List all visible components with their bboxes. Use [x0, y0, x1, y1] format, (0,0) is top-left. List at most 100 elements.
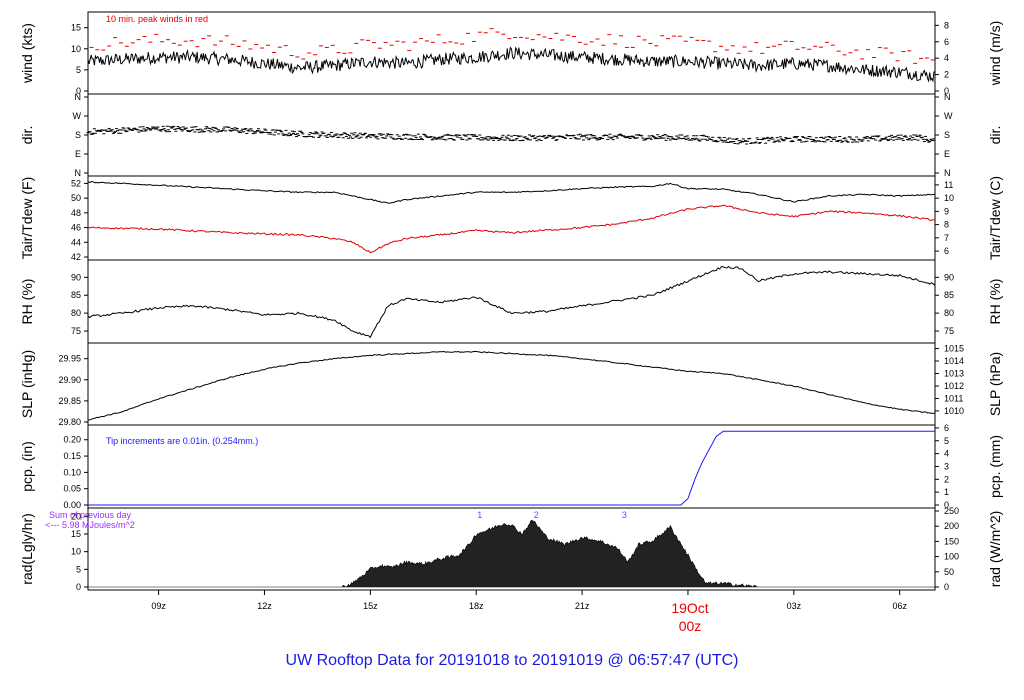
left-tick-label: 52: [71, 178, 81, 188]
right-axis-label: rad (W/m^2): [987, 511, 1003, 588]
right-tick-label: 11: [944, 180, 953, 190]
left-tick-label: 75: [71, 326, 81, 336]
right-tick-label: 0: [944, 582, 949, 592]
panel-pcp: 0.00 0.05 0.10 0.15 0.20 0 1 2 3 4 5 6 pcp. (in) pcp.…: [19, 423, 1003, 510]
right-tick-label: 5: [944, 436, 949, 446]
series-line: [87, 350, 936, 421]
left-tick-label: 20: [71, 511, 81, 521]
panel-slp: 29.80 29.85 29.90 29.95 1010 1011 1012 1013 1014…: [19, 342, 1003, 427]
left-tick-label: 50: [71, 193, 81, 203]
left-tick-label: 0: [76, 582, 81, 592]
x-tick-label: 12z: [257, 601, 272, 611]
left-tick-label: 29.90: [58, 375, 81, 385]
radiation-marker: 1: [477, 510, 482, 520]
left-tick-label: 42: [71, 252, 81, 262]
right-axis-label: wind (m/s): [987, 21, 1003, 87]
x-tick-label: 06z: [892, 601, 907, 611]
right-tick-label: 0: [944, 86, 949, 96]
date-marker-hour: 00z: [679, 618, 702, 634]
right-tick-label: 9: [944, 206, 949, 216]
series-line: [87, 180, 936, 204]
right-tick-label: 150: [944, 536, 959, 546]
x-tick-label: 18z: [469, 601, 484, 611]
radiation-sum-note: Sum of previous day: [49, 510, 132, 520]
left-tick-label: N: [75, 168, 82, 178]
left-tick-label: E: [75, 149, 81, 159]
x-tick-label: 15z: [363, 601, 378, 611]
left-tick-label: 0: [76, 86, 81, 96]
radiation-sum-value: <--- 5.98 MJoules/m^2: [45, 520, 135, 530]
right-tick-label: 1010: [944, 406, 964, 416]
chart-title: UW Rooftop Data for 20191018 to 20191019…: [286, 652, 739, 669]
right-axis-label: Tair/Tdew (C): [987, 176, 1003, 260]
right-tick-label: 1011: [944, 393, 963, 403]
right-tick-label: 2: [944, 474, 949, 484]
right-tick-label: S: [944, 130, 950, 140]
left-tick-label: 46: [71, 223, 81, 233]
right-tick-label: 3: [944, 461, 949, 471]
right-axis-label: SLP (hPa): [987, 352, 1003, 416]
left-tick-label: 15: [71, 23, 81, 33]
left-tick-label: 0.10: [63, 467, 81, 477]
panel-frame: [87, 11, 936, 95]
right-tick-label: 1013: [944, 368, 964, 378]
right-tick-label: W: [944, 111, 953, 121]
right-tick-label: 1014: [944, 356, 964, 366]
series-line: [88, 430, 935, 506]
left-axis-label: pcp. (in): [19, 441, 35, 492]
left-tick-label: 0.15: [63, 451, 81, 461]
left-axis-label: SLP (inHg): [19, 350, 35, 418]
right-tick-label: 250: [944, 506, 959, 516]
date-marker-day: 19Oct: [671, 600, 708, 616]
left-tick-label: 48: [71, 208, 81, 218]
series-line: [87, 46, 936, 83]
peak-wind-note: 10 min. peak winds in red: [106, 14, 208, 24]
x-tick-label: 03z: [787, 601, 802, 611]
left-tick-label: W: [73, 111, 82, 121]
series-line: [87, 204, 936, 254]
right-tick-label: 1015: [944, 344, 964, 354]
left-axis-label: wind (kts): [19, 23, 35, 84]
panel-frame: [87, 507, 936, 591]
left-tick-label: 5: [76, 564, 81, 574]
panel-temp: 42 44 46 48 50 52 6 7 8 9 10 11 Tair/Tdew (F) Tair/Td…: [19, 175, 1003, 262]
left-tick-label: 15: [71, 529, 81, 539]
left-tick-label: S: [75, 130, 81, 140]
series-line: [87, 265, 936, 339]
radiation-marker: 3: [622, 510, 627, 520]
right-tick-label: 75: [944, 326, 954, 336]
right-tick-label: 0: [944, 500, 949, 510]
left-tick-label: 80: [71, 308, 81, 318]
left-tick-label: 90: [71, 272, 81, 282]
right-tick-label: N: [944, 92, 951, 102]
panel-frame: [87, 342, 936, 426]
left-tick-label: 29.80: [58, 417, 81, 427]
right-tick-label: 100: [944, 552, 959, 562]
tip-increment-note: Tip increments are 0.01in. (0.254mm.): [106, 436, 258, 446]
right-axis-label: dir.: [987, 126, 1003, 145]
left-axis-label: dir.: [19, 126, 35, 145]
right-tick-label: 8: [944, 20, 949, 30]
right-tick-label: 4: [944, 449, 949, 459]
left-tick-label: 44: [71, 237, 81, 247]
right-tick-label: 6: [944, 246, 949, 256]
right-tick-label: 50: [944, 567, 954, 577]
right-tick-label: 80: [944, 308, 954, 318]
radiation-marker: 2: [534, 510, 539, 520]
x-tick-label: 21z: [575, 601, 590, 611]
radiation-area: [88, 519, 935, 588]
left-tick-label: 29.85: [58, 396, 81, 406]
x-axis: 09z 12z 15z 18z 21z 03z 06z: [151, 590, 907, 611]
left-tick-label: 5: [76, 65, 81, 75]
panel-frame: [87, 259, 936, 344]
left-tick-label: 85: [71, 290, 81, 300]
right-tick-label: E: [944, 149, 950, 159]
right-tick-label: 1: [944, 487, 949, 497]
right-axis-label: RH (%): [987, 279, 1003, 325]
right-tick-label: 200: [944, 521, 959, 531]
left-tick-label: N: [75, 92, 82, 102]
